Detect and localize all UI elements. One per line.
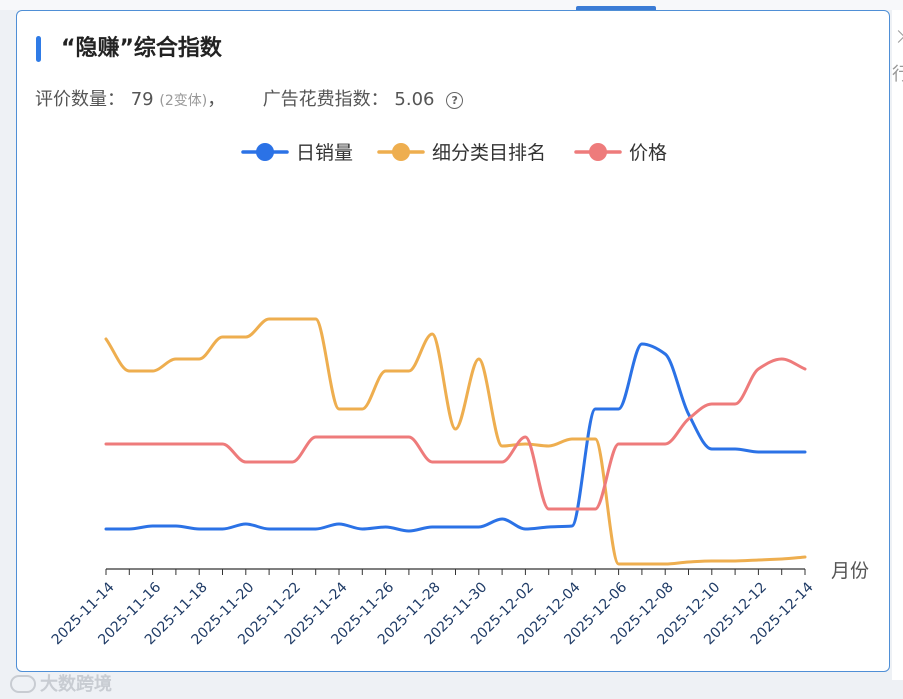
watermark-text: 大数跨境 bbox=[40, 674, 112, 695]
watermark: 大数跨境 bbox=[10, 670, 112, 696]
x-axis: 2025-11-142025-11-162025-11-182025-11-20… bbox=[49, 560, 869, 648]
ad-spend-label: 广告花费指数： bbox=[262, 89, 389, 110]
review-count-label: 评价数量： bbox=[35, 89, 125, 110]
legend-dot bbox=[256, 143, 274, 161]
watermark-logo-icon bbox=[10, 675, 36, 693]
chevron-right-icon[interactable] bbox=[892, 30, 903, 43]
review-separator: ， bbox=[207, 89, 226, 110]
series-line-0 bbox=[104, 342, 807, 533]
review-count-value: 79 bbox=[130, 89, 154, 110]
series-line-1 bbox=[104, 317, 807, 566]
active-tab-indicator bbox=[576, 6, 656, 10]
next-card-edge: 行 bbox=[892, 10, 903, 680]
legend-item-1[interactable]: 细分类目排名 bbox=[377, 142, 546, 164]
legend-item-2[interactable]: 价格 bbox=[574, 142, 667, 164]
card-title: “隐赚”综合指数 bbox=[61, 36, 222, 61]
review-variants: (2变体) bbox=[159, 93, 208, 109]
next-card-glyph: 行 bbox=[892, 64, 903, 85]
title-accent-bar bbox=[36, 36, 41, 62]
help-icon[interactable]: ? bbox=[446, 92, 464, 109]
legend-label: 价格 bbox=[629, 142, 667, 164]
ad-spend-value: 5.06 bbox=[394, 89, 435, 110]
legend-dot bbox=[589, 143, 607, 161]
chart-legend: 日销量 细分类目排名 价格 bbox=[241, 142, 667, 164]
x-axis-label: 月份 bbox=[831, 560, 869, 582]
legend-label: 细分类目排名 bbox=[432, 142, 546, 164]
top-strip bbox=[0, 0, 903, 10]
composite-index-card: “隐赚”综合指数 评价数量： 79 (2变体)， 广告花费指数： 5.06 ? … bbox=[16, 10, 890, 672]
legend-label: 日销量 bbox=[296, 142, 353, 164]
metrics-row: 评价数量： 79 (2变体)， 广告花费指数： 5.06 ? bbox=[35, 87, 464, 114]
trend-chart: 日销量 细分类目排名 价格 2025-11-142025-11-162025-11-… bbox=[49, 142, 869, 648]
legend-item-0[interactable]: 日销量 bbox=[241, 142, 353, 164]
series-line-2 bbox=[104, 357, 807, 511]
chart-lines bbox=[104, 317, 807, 566]
legend-dot bbox=[392, 143, 410, 161]
